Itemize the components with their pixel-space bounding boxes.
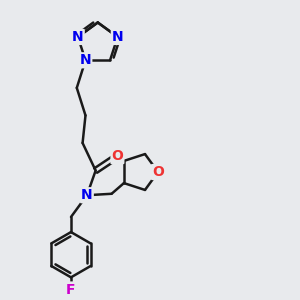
Text: O: O <box>152 165 164 179</box>
Text: N: N <box>81 188 93 202</box>
Text: N: N <box>72 30 84 44</box>
Text: F: F <box>66 283 76 296</box>
Text: O: O <box>112 149 123 163</box>
Text: N: N <box>80 53 91 67</box>
Text: N: N <box>112 30 124 44</box>
